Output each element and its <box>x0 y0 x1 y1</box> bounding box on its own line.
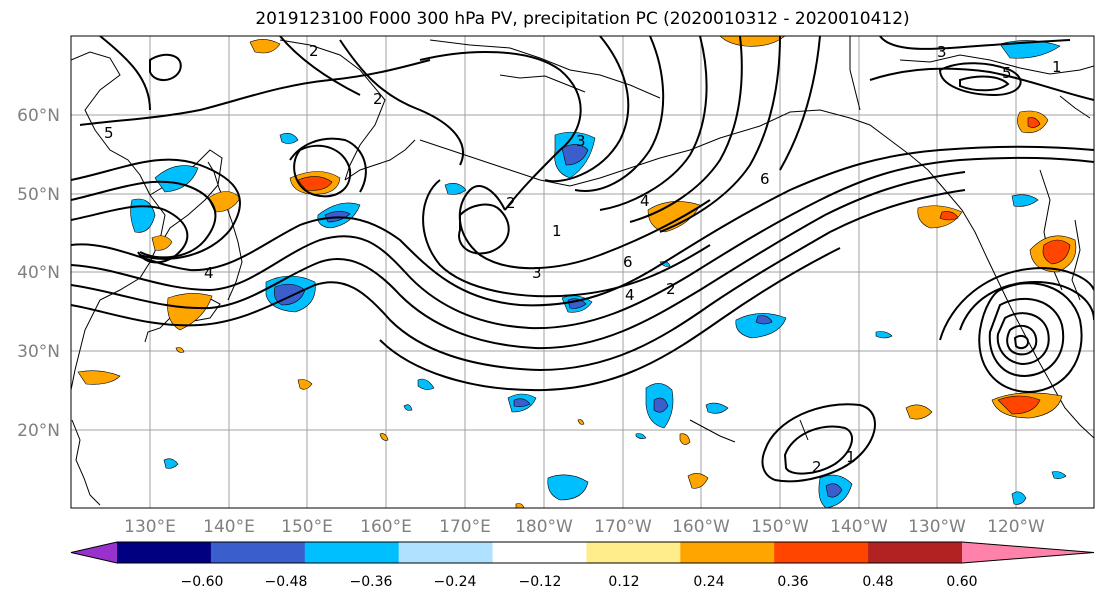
colorbar-extend-low <box>71 542 117 563</box>
contour-label: 1 <box>552 222 562 240</box>
contour-label: 4 <box>640 192 650 210</box>
lon-label-170w: 170°W <box>594 517 652 537</box>
map-frame <box>70 35 1095 509</box>
lon-label-120w: 120°W <box>987 517 1045 537</box>
contour-label: 3 <box>937 43 947 61</box>
colorbar-segment <box>586 542 681 563</box>
contour-labels: 5 2 3 5 2 1 3 4 6 1 2 3 4 6 4 2 2 1 <box>104 42 1062 476</box>
lat-label-50n: 50°N <box>17 185 60 205</box>
colorbar-tick-label: 0.60 <box>946 574 977 590</box>
lon-label-140w: 140°W <box>830 517 888 537</box>
lon-label-130w: 130°W <box>908 517 966 537</box>
lon-labels: 130°E 140°E 150°E 160°E 170°E 180°W 170°… <box>124 517 1045 537</box>
lat-label-30n: 30°N <box>17 342 60 362</box>
colorbar-tick-label: −0.48 <box>265 574 308 590</box>
lon-label-160e: 160°E <box>360 517 412 537</box>
gridlines <box>71 36 1094 508</box>
colorbar-extend-high <box>962 542 1094 563</box>
colorbar-tick-label: 0.24 <box>693 574 724 590</box>
contour-label: 4 <box>625 286 635 304</box>
colorbar-tick-label: 0.12 <box>608 574 639 590</box>
contour-label: 6 <box>623 253 633 271</box>
contour-label: 2 <box>309 42 319 60</box>
pv-contours <box>71 36 1094 483</box>
colorbar-tick-label: 0.48 <box>862 574 893 590</box>
contour-label: 2 <box>666 280 676 298</box>
contour-label: 6 <box>760 170 770 188</box>
lon-label-180w: 180°W <box>515 517 573 537</box>
contour-label: 1 <box>846 448 856 466</box>
lon-label-130e: 130°E <box>124 517 176 537</box>
chart-title: 2019123100 F000 300 hPa PV, precipitatio… <box>255 9 910 29</box>
contour-label: 2 <box>373 90 383 108</box>
lon-label-140e: 140°E <box>203 517 255 537</box>
colorbar-segment <box>868 542 963 563</box>
contour-label: 4 <box>204 264 214 282</box>
colorbar <box>70 541 1095 564</box>
colorbar-tick-label: 0.36 <box>777 574 808 590</box>
colorbar-labels: −0.60 −0.48 −0.36 −0.24 −0.12 0.12 0.24 … <box>181 574 978 590</box>
colorbar-tick-label: −0.60 <box>181 574 224 590</box>
lon-label-150w: 150°W <box>751 517 809 537</box>
colorbar-segment <box>774 542 869 563</box>
lat-label-60n: 60°N <box>17 106 60 126</box>
lat-label-20n: 20°N <box>17 421 60 441</box>
colorbar-segment <box>304 542 400 563</box>
contour-label: 5 <box>1002 64 1012 82</box>
contour-label: 1 <box>1052 58 1062 76</box>
colorbar-outline <box>70 541 1095 564</box>
lat-label-40n: 40°N <box>17 263 60 283</box>
contour-label: 3 <box>576 132 586 150</box>
colorbar-segment <box>492 542 587 563</box>
lon-label-170e: 170°E <box>439 517 491 537</box>
contour-label: 3 <box>532 264 542 282</box>
colorbar-segment <box>398 542 494 563</box>
contour-label: 2 <box>812 458 822 476</box>
contour-label: 5 <box>104 124 114 142</box>
lat-labels: 60°N 50°N 40°N 30°N 20°N <box>17 106 60 441</box>
lon-label-150e: 150°E <box>281 517 333 537</box>
contour-label: 2 <box>506 194 516 212</box>
colorbar-segment <box>117 542 212 563</box>
colorbar-segment <box>210 542 306 563</box>
colorbar-tick-label: −0.24 <box>434 574 477 590</box>
colorbar-tick-label: −0.12 <box>519 574 562 590</box>
lon-label-160w: 160°W <box>672 517 730 537</box>
colorbar-tick-label: −0.36 <box>350 574 393 590</box>
colorbar-segment <box>680 542 775 563</box>
